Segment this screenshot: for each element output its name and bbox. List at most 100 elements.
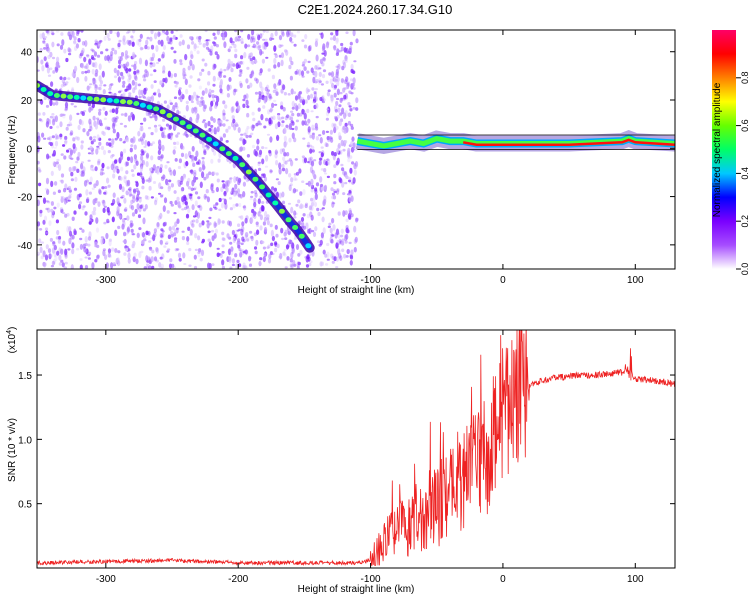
noise-speck — [310, 67, 314, 73]
noise-speck — [350, 195, 354, 202]
noise-speck — [156, 61, 160, 65]
doppler-track-point — [67, 94, 74, 100]
noise-speck — [169, 200, 173, 205]
noise-speck — [88, 106, 92, 113]
noise-speck — [336, 239, 340, 244]
noise-speck — [333, 87, 337, 91]
doppler-track-point — [252, 176, 259, 182]
noise-speck — [124, 247, 129, 252]
noise-speck — [64, 83, 68, 86]
noise-speck — [63, 198, 67, 205]
noise-speck — [283, 152, 288, 157]
noise-speck — [88, 118, 92, 125]
doppler-track-point — [47, 91, 54, 97]
noise-speck — [106, 220, 110, 224]
noise-speck — [138, 196, 142, 199]
noise-speck — [229, 46, 233, 49]
noise-speck — [60, 84, 64, 88]
noise-speck — [264, 146, 268, 150]
noise-speck — [211, 235, 215, 242]
noise-speck — [173, 212, 177, 215]
noise-speck — [221, 265, 225, 269]
noise-speck — [160, 228, 164, 232]
noise-speck — [301, 120, 305, 126]
noise-speck — [213, 221, 217, 229]
noise-speck — [105, 262, 109, 269]
x-tick-label: 100 — [627, 574, 644, 585]
noise-speck — [281, 116, 285, 120]
noise-speck — [274, 103, 278, 106]
noise-speck — [298, 205, 302, 209]
noise-speck — [44, 231, 49, 235]
noise-speck — [268, 150, 272, 157]
noise-speck — [156, 222, 160, 228]
noise-speck — [70, 102, 74, 106]
noise-speck — [88, 221, 92, 225]
noise-speck — [242, 181, 246, 187]
noise-speck — [116, 31, 120, 38]
noise-speck — [60, 112, 64, 117]
noise-speck — [190, 187, 194, 192]
noise-speck — [212, 171, 216, 175]
noise-speck — [337, 107, 341, 113]
noise-speck — [317, 211, 321, 217]
noise-speck — [277, 114, 281, 121]
noise-speck — [283, 253, 287, 257]
noise-speck — [143, 87, 147, 95]
noise-speck — [351, 148, 356, 151]
noise-speck — [52, 118, 56, 126]
colorbar-ticks: 0.00.20.40.60.8 — [736, 72, 750, 275]
noise-speck — [190, 54, 194, 59]
noise-speck — [338, 120, 342, 127]
noise-speck — [51, 135, 55, 139]
doppler-track-point — [86, 96, 93, 102]
noise-speck — [127, 30, 131, 34]
noise-speck — [236, 259, 240, 264]
noise-speck — [227, 125, 231, 130]
noise-speck — [218, 197, 222, 203]
noise-speck — [166, 210, 170, 214]
noise-speck — [333, 190, 337, 194]
noise-speck — [303, 120, 307, 126]
noise-speck — [84, 265, 89, 269]
noise-speck — [102, 199, 106, 207]
noise-speck — [352, 177, 356, 184]
noise-speck — [143, 89, 147, 95]
noise-speck — [145, 179, 149, 182]
noise-speck — [52, 258, 56, 265]
noise-speck — [234, 30, 238, 33]
noise-speck — [345, 233, 349, 240]
noise-speck — [327, 89, 331, 92]
noise-speck — [180, 142, 184, 150]
noise-speck — [41, 65, 45, 72]
noise-speck — [152, 181, 157, 184]
y-tick-label: 1.0 — [18, 435, 32, 446]
noise-speck — [345, 218, 349, 223]
noise-speck — [261, 146, 265, 150]
noise-speck — [330, 32, 334, 36]
noise-speck — [181, 94, 185, 100]
noise-speck — [237, 127, 241, 133]
noise-speck — [220, 202, 225, 209]
noise-speck — [284, 237, 288, 241]
noise-speck — [139, 171, 143, 178]
noise-speck — [82, 166, 86, 173]
noise-speck — [138, 89, 142, 96]
noise-speck — [290, 120, 294, 124]
noise-speck — [334, 115, 338, 120]
noise-speck — [293, 237, 297, 240]
noise-speck — [138, 57, 143, 65]
noise-speck — [241, 236, 245, 242]
noise-speck — [216, 95, 220, 103]
noise-speck — [223, 75, 227, 78]
noise-speck — [49, 99, 53, 107]
noise-speck — [82, 128, 86, 133]
noise-speck — [219, 119, 223, 124]
noise-speck — [67, 199, 71, 202]
noise-speck — [331, 82, 335, 89]
noise-speck — [114, 229, 118, 236]
noise-speck — [57, 235, 62, 240]
noise-speck — [131, 79, 135, 86]
noise-speck — [53, 206, 57, 210]
noise-speck — [239, 251, 243, 258]
